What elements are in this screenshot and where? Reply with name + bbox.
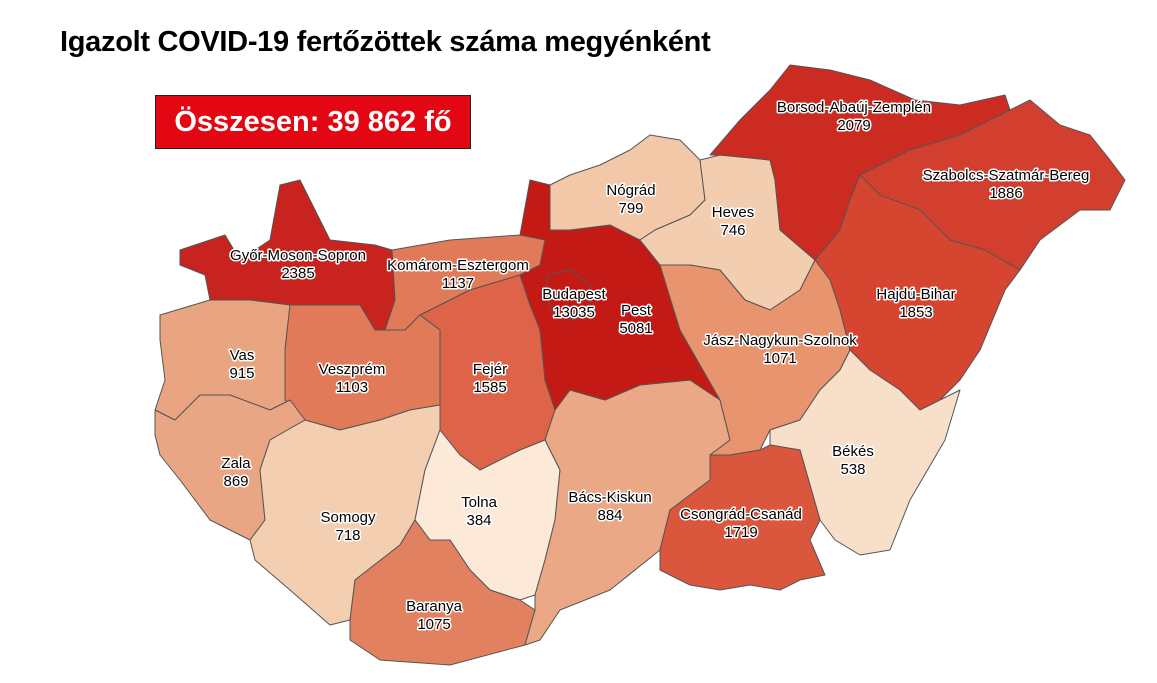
county-label-nograd: Nógrád [606,182,655,199]
county-label-budapest: Budapest [542,286,606,303]
county-csongrad-csanad [659,444,826,591]
county-label-zala: Zala [221,455,251,472]
county-label-csongrad-csanad: Csongrád-Csanád [680,506,802,523]
county-value-gyor-moson-sopron: 2385 [281,265,314,282]
county-value-veszprem: 1103 [336,379,368,396]
county-value-komarom-esztergom: 1137 [442,275,474,292]
county-value-jasz-nagykun-szolnok: 1071 [763,350,796,367]
county-value-pest: 5081 [619,320,652,337]
county-value-csongrad-csanad: 1719 [724,524,757,541]
county-label-tolna: Tolna [461,494,498,511]
county-value-bekes: 538 [840,461,865,478]
county-label-hajdu-bihar: Hajdú-Bihar [876,286,955,303]
county-label-somogy: Somogy [320,509,376,526]
map-title: Igazolt COVID-19 fertőzöttek száma megyé… [60,26,711,58]
county-label-szabolcs-szatmar-bereg: Szabolcs-Szatmár-Bereg [923,167,1090,184]
county-value-vas: 915 [229,365,254,382]
county-label-bekes: Békés [832,443,874,460]
county-value-somogy: 718 [335,527,360,544]
county-label-baranya: Baranya [406,598,463,615]
county-label-heves: Heves [712,204,755,221]
total-cases-box: Összesen: 39 862 fő [155,95,471,149]
county-value-szabolcs-szatmar-bereg: 1886 [989,185,1022,202]
county-label-vas: Vas [230,347,255,364]
county-value-nograd: 799 [618,200,643,217]
county-value-baranya: 1075 [417,616,450,633]
county-value-fejer: 1585 [473,379,506,396]
county-label-bacs-kiskun: Bács-Kiskun [568,489,651,506]
county-label-borsod-abauj-zemplen: Borsod-Abaúj-Zemplén [777,99,931,116]
county-value-budapest: 13035 [553,304,595,321]
county-value-heves: 746 [720,222,745,239]
county-value-hajdu-bihar: 1853 [899,304,932,321]
county-label-jasz-nagykun-szolnok: Jász-Nagykun-Szolnok [703,332,857,349]
county-value-tolna: 384 [466,512,491,529]
county-label-pest: Pest [621,302,652,319]
county-label-gyor-moson-sopron: Győr-Moson-Sopron [230,247,366,264]
county-label-fejer: Fejér [473,361,507,378]
county-value-bacs-kiskun: 884 [597,507,622,524]
county-value-borsod-abauj-zemplen: 2079 [837,117,870,134]
county-value-zala: 869 [223,473,248,490]
county-label-veszprem: Veszprém [319,361,386,378]
county-budapest [544,269,593,321]
county-label-komarom-esztergom: Komárom-Esztergom [387,257,529,274]
